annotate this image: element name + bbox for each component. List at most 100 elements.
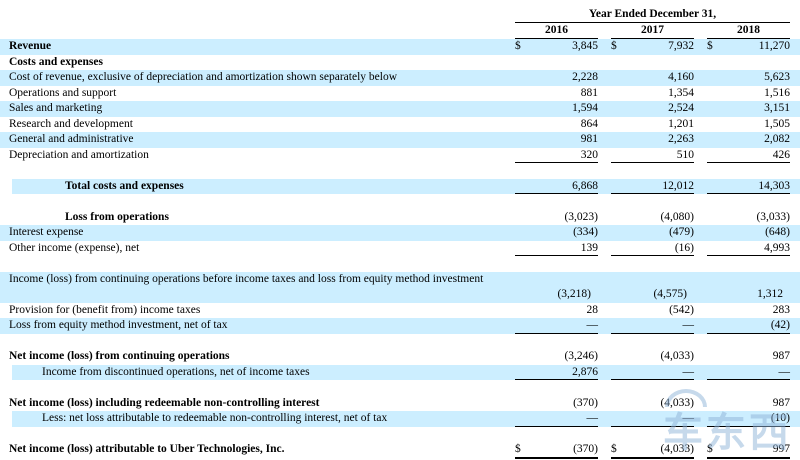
- cell-2016: (3,023): [515, 210, 598, 226]
- table-row-pretax-income: Income (loss) from continuing operations…: [0, 271, 800, 303]
- cell-2017: 510: [611, 148, 694, 163]
- dollar-sign: $: [707, 40, 713, 52]
- column-header-2017: 2017: [611, 23, 694, 39]
- value-2016: (370): [573, 443, 598, 455]
- value-2017: 7,932: [668, 40, 694, 52]
- dollar-sign: $: [515, 443, 521, 455]
- spacer-row: [0, 380, 800, 396]
- cell-2016: 981: [515, 132, 598, 148]
- cell-2016: (3,218): [508, 287, 591, 303]
- cell-2018: $11,270: [707, 39, 790, 55]
- cell-2018: 14,303: [707, 179, 790, 194]
- dollar-sign: $: [707, 443, 713, 455]
- value-2017: —: [682, 319, 695, 331]
- cell-2018: 1,516: [707, 86, 790, 102]
- row-label: Net income (loss) including redeemable n…: [9, 396, 320, 409]
- row-label: Total costs and expenses: [65, 179, 184, 192]
- value-2018: 1,505: [764, 117, 790, 130]
- cell-2018: (3,033): [707, 210, 790, 226]
- cell-2018: 987: [707, 349, 790, 365]
- table-row-income-taxes: Provision for (benefit from) income taxe…: [0, 303, 800, 319]
- cell-2018: (10): [707, 411, 790, 427]
- cell-2017: (4,575): [604, 287, 687, 303]
- value-2017: 510: [676, 148, 694, 161]
- value-2018: 1,516: [764, 86, 790, 99]
- value-2016: (3,023): [564, 210, 598, 223]
- cell-2016: (3,246): [515, 349, 598, 365]
- year-columns-row: 2016 2017 2018: [0, 23, 800, 39]
- row-label: Interest expense: [9, 226, 84, 238]
- cell-2016: 881: [515, 86, 598, 102]
- value-2018: 1,312: [757, 288, 783, 300]
- value-2017: (542): [669, 303, 694, 316]
- cell-2017: $ (4,033): [611, 442, 694, 459]
- table-row-costs-section: Costs and expenses: [0, 55, 800, 71]
- table-header-row: Year Ended December 31,: [0, 7, 800, 23]
- value-2018: 2,082: [764, 133, 790, 145]
- header-spacer: [0, 7, 502, 23]
- cell-2018: 3,151: [707, 101, 790, 117]
- value-2018: 11,270: [758, 40, 790, 52]
- row-label: Depreciation and amortization: [9, 148, 149, 161]
- table-row-equity-method-loss: Loss from equity method investment, net …: [0, 318, 800, 334]
- cell-2018: 1,312: [700, 287, 783, 303]
- value-2017: (4,033): [660, 350, 694, 362]
- cell-2017: (4,033): [611, 349, 694, 365]
- value-2018: 283: [772, 303, 790, 316]
- row-label: Provision for (benefit from) income taxe…: [9, 303, 201, 316]
- value-2016: (334): [573, 226, 598, 238]
- spacer-row: [0, 163, 800, 179]
- cell-2018: 426: [707, 148, 790, 163]
- cell-2018: 283: [707, 303, 790, 319]
- value-2018: (10): [770, 412, 790, 424]
- row-label: Less: net loss attributable to redeemabl…: [42, 412, 388, 424]
- value-2017: —: [682, 412, 695, 424]
- value-2017: (4,033): [660, 443, 694, 455]
- row-label: Income from discontinued operations, net…: [42, 365, 310, 378]
- cell-2016: 28: [515, 303, 599, 319]
- spacer-row: [0, 334, 800, 350]
- cell-2017: —: [611, 365, 695, 380]
- table-row-net-income-continuing: Net income (loss) from continuing operat…: [0, 349, 800, 365]
- column-header-2018: 2018: [707, 23, 790, 39]
- table-row-less-nci: Less: net loss attributable to redeemabl…: [0, 411, 800, 427]
- value-2018: 426: [772, 148, 790, 161]
- row-label: Net income (loss) attributable to Uber T…: [9, 443, 285, 455]
- row-label: Other income (expense), net: [9, 241, 140, 254]
- dollar-sign: $: [611, 443, 617, 455]
- table-row-loss-from-operations: Loss from operations (3,023) (4,080) (3,…: [0, 210, 800, 226]
- value-2017: —: [682, 365, 695, 378]
- cell-2018: 4,993: [707, 241, 790, 256]
- row-label: Income (loss) from continuing operations…: [9, 272, 484, 285]
- value-2018: 5,623: [764, 71, 790, 83]
- table-row-other-income: Other income (expense), net 139 (16) 4,9…: [0, 241, 800, 256]
- row-label: Net income (loss) from continuing operat…: [9, 350, 230, 362]
- value-2018: 3,151: [764, 102, 790, 114]
- value-2016: (370): [573, 396, 598, 409]
- value-2017: 4,160: [668, 71, 694, 83]
- header-spacer: [0, 23, 502, 39]
- column-header-2016: 2016: [515, 23, 598, 39]
- cell-2017: (542): [611, 303, 694, 319]
- cell-2017: 1,201: [611, 117, 694, 133]
- cell-2016: 864: [515, 117, 598, 133]
- cell-2018: 5,623: [707, 70, 790, 86]
- cell-2016: 2,876: [515, 365, 598, 380]
- cell-2018: (42): [707, 318, 790, 334]
- row-label: Revenue: [9, 40, 52, 52]
- table-row-operations-support: Operations and support 881 1,354 1,516: [0, 86, 800, 102]
- value-2016: 881: [580, 86, 598, 99]
- value-2018: —: [778, 365, 791, 378]
- table-row-sales-marketing: Sales and marketing 1,594 2,524 3,151: [0, 101, 800, 117]
- value-2016: 2,876: [572, 365, 598, 378]
- table-row-interest-expense: Interest expense (334) (479) (648): [0, 225, 800, 241]
- cell-2017: (4,033): [611, 396, 694, 412]
- cell-2018: 987: [707, 396, 790, 412]
- table-row-total-costs: Total costs and expenses 6,868 12,012 14…: [0, 178, 800, 194]
- cell-2017: —: [611, 411, 694, 427]
- row-label: Cost of revenue, exclusive of depreciati…: [9, 71, 397, 83]
- spacer-row: [0, 194, 800, 210]
- cell-2016: (334): [515, 225, 598, 241]
- row-label: General and administrative: [9, 133, 134, 145]
